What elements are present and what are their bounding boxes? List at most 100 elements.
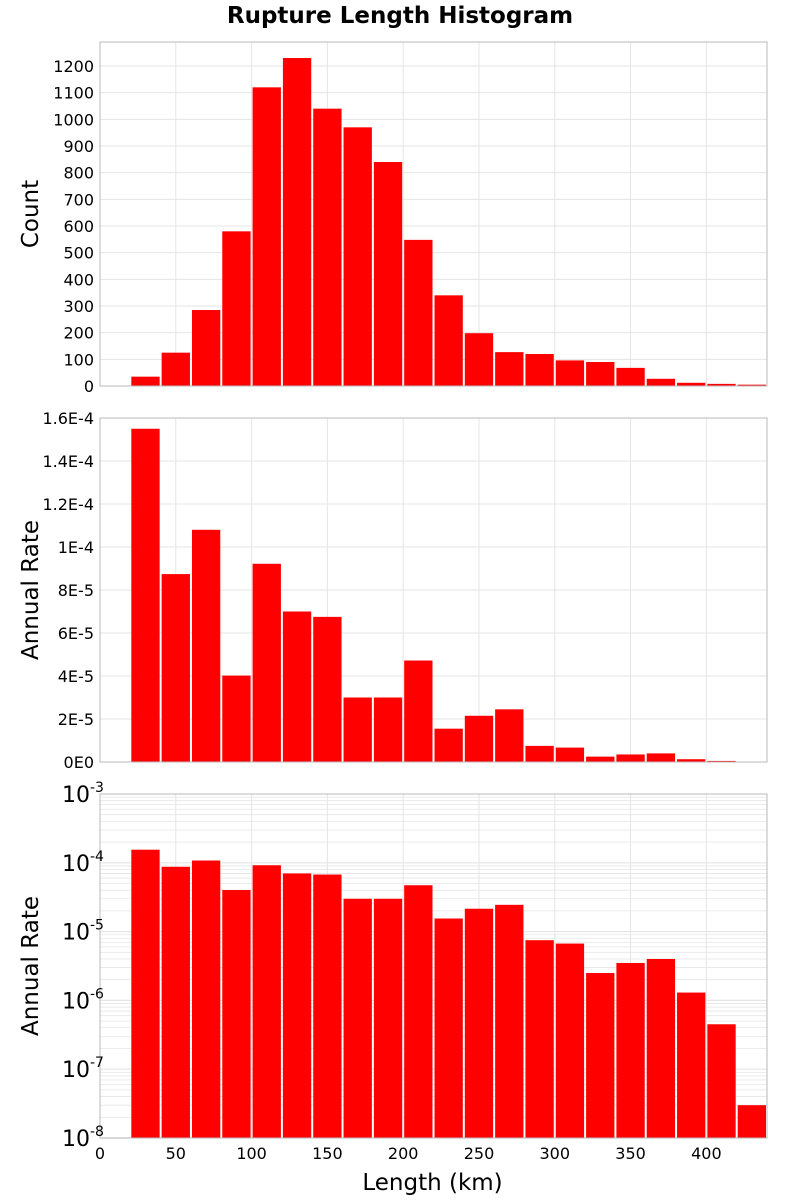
y-tick-label: 800 [63, 164, 94, 183]
bar [222, 890, 251, 1138]
bar-series [131, 849, 766, 1138]
bar [131, 428, 160, 762]
panel-2: 0E0 2E-5 4E-5 6E-5 8E-5 1E-4 1.2E-4 1.4E-4 1.6E-… [18, 409, 768, 772]
bar [464, 333, 494, 386]
bar [464, 908, 494, 1138]
y-tick-label: 300 [63, 297, 94, 316]
panel-1: 0 100 200 300 400 500 600 700 800 900 1000 1100 1200… [18, 41, 768, 396]
bar [707, 383, 736, 386]
bar [313, 874, 342, 1138]
y-tick-label: 8E-5 [58, 581, 94, 600]
y-tick-labels: 10-8 10-7 10-6 10-5 10-4 10-3 [62, 780, 104, 1152]
bar [313, 108, 342, 387]
y-tick-label: 400 [63, 270, 94, 289]
bar [646, 378, 676, 386]
y-tick-label: 6E-5 [58, 624, 94, 643]
y-tick-label: 600 [63, 217, 94, 236]
bar [131, 849, 160, 1138]
x-tick-label: 400 [691, 1144, 722, 1163]
bar [677, 759, 706, 762]
bar [616, 962, 645, 1138]
bar [282, 873, 312, 1138]
panel-3: 10-8 10-7 10-6 10-5 10-4 10-3 0 50 100 150 200 250 3… [18, 780, 768, 1196]
bar [252, 87, 281, 386]
bar [434, 918, 463, 1138]
bar [495, 904, 524, 1138]
bar [343, 898, 372, 1138]
x-tick-label: 0 [95, 1144, 105, 1163]
bar [464, 715, 494, 762]
bar [495, 352, 524, 386]
bar [646, 753, 676, 762]
bar [677, 992, 706, 1138]
y-tick-label: 10-8 [62, 1124, 104, 1152]
bar [404, 885, 433, 1138]
y-tick-label: 200 [63, 324, 94, 343]
bar [586, 973, 615, 1138]
bar [252, 865, 281, 1138]
bar [616, 754, 645, 762]
bar [434, 728, 463, 762]
bar [495, 709, 524, 762]
bar [707, 760, 736, 762]
bar [737, 1105, 766, 1138]
bar [404, 239, 433, 386]
bar [161, 866, 190, 1138]
bar [586, 362, 615, 386]
bar [313, 616, 342, 762]
y-axis-title: Annual Rate [18, 520, 44, 660]
y-tick-label: 1.2E-4 [42, 495, 94, 514]
bar [373, 898, 403, 1138]
y-tick-label: 10-6 [62, 986, 104, 1014]
bar [434, 295, 463, 386]
plot-frame [99, 41, 768, 387]
bar [373, 697, 403, 762]
bar [555, 360, 585, 386]
x-tick-label: 150 [312, 1144, 343, 1163]
bar [252, 563, 281, 762]
bar [555, 943, 585, 1138]
y-axis-title: Count [18, 180, 44, 248]
y-tick-label: 10-3 [62, 780, 104, 808]
y-tick-label: 0E0 [64, 753, 94, 772]
x-tick-label: 200 [388, 1144, 419, 1163]
y-tick-label: 900 [63, 137, 94, 156]
bar [677, 382, 706, 386]
chart-title: Rupture Length Histogram [227, 3, 573, 29]
plot-frame [99, 793, 768, 1139]
y-tick-label: 700 [63, 190, 94, 209]
bar [404, 660, 433, 762]
y-tick-labels: 0E0 2E-5 4E-5 6E-5 8E-5 1E-4 1.2E-4 1.4E-4 1.6E-… [42, 409, 94, 772]
y-tick-label: 1100 [53, 84, 94, 103]
bar [646, 958, 676, 1138]
bar [282, 58, 312, 386]
bar [343, 697, 372, 762]
bar [222, 231, 251, 386]
bar [737, 384, 766, 386]
y-tick-label: 1.4E-4 [42, 452, 94, 471]
y-tick-label: 500 [63, 244, 94, 263]
bar [161, 574, 190, 762]
plot-frame [99, 417, 768, 763]
bar [707, 1024, 736, 1138]
bar [191, 310, 221, 386]
bar [191, 529, 221, 762]
y-tick-label: 1200 [53, 57, 94, 76]
x-tick-label: 350 [615, 1144, 646, 1163]
y-tick-label: 1.6E-4 [42, 409, 94, 428]
bar [222, 675, 251, 762]
y-tick-label: 1E-4 [58, 538, 94, 557]
y-tick-label: 10-7 [62, 1055, 104, 1083]
bar [282, 611, 312, 762]
y-tick-label: 10-5 [62, 918, 104, 946]
y-axis-title: Annual Rate [18, 896, 44, 1036]
bar [586, 756, 615, 762]
bar [525, 745, 554, 762]
x-axis-title: Length (km) [362, 1170, 502, 1196]
bar [555, 747, 585, 762]
bar [131, 376, 160, 386]
bar [343, 127, 372, 386]
y-tick-label: 0 [84, 377, 94, 396]
x-tick-labels: 0 50 100 150 200 250 300 350 400 [95, 1144, 722, 1163]
x-tick-label: 250 [464, 1144, 495, 1163]
